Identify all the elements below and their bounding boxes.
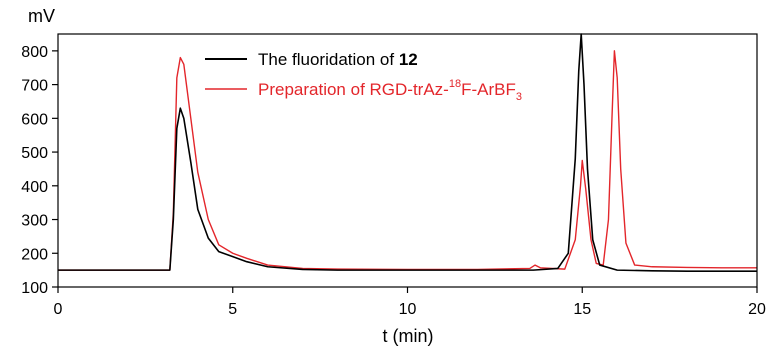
x-tick-label: 20 (748, 301, 766, 318)
legend-entry-2: Preparation of RGD-trAz-18F-ArBF3 (258, 78, 522, 103)
x-tick-label: 10 (399, 301, 417, 318)
y-axis-label: mV (28, 6, 55, 26)
legend-entry-1: The fluoridation of 12 (258, 50, 418, 69)
x-tick-label: 5 (228, 301, 237, 318)
plot-frame (57, 33, 758, 288)
y-tick-label: 200 (21, 246, 48, 263)
legend-entry-2-after: F-ArBF (461, 80, 516, 99)
legend-entry-2-text: Preparation of RGD-trAz- (258, 80, 449, 99)
y-tick-label: 100 (21, 280, 48, 297)
legend-entry-2-sup: 18 (449, 78, 461, 90)
legend-entry-1-text: The fluoridation of (258, 50, 399, 69)
y-tick-label: 500 (21, 145, 48, 162)
x-tick-label: 15 (573, 301, 591, 318)
legend-entry-1-bold: 12 (399, 50, 418, 69)
x-tick-label: 0 (54, 301, 63, 318)
series-red-line (58, 50, 757, 271)
y-tick-label: 300 (21, 213, 48, 230)
y-tick-label: 600 (21, 111, 48, 128)
series-black-line (58, 33, 757, 272)
y-tick-label: 800 (21, 44, 48, 61)
legend: The fluoridation of 12 Preparation of RG… (205, 50, 522, 103)
y-tick-label: 700 (21, 78, 48, 95)
x-axis-label: t (min) (383, 326, 434, 346)
x-axis: 0 5 10 15 20 (54, 287, 766, 318)
y-axis: 100 200 300 400 500 600 700 800 (21, 44, 58, 297)
series-layer (58, 33, 757, 272)
y-tick-label: 400 (21, 179, 48, 196)
legend-entry-2-sub: 3 (516, 91, 522, 103)
